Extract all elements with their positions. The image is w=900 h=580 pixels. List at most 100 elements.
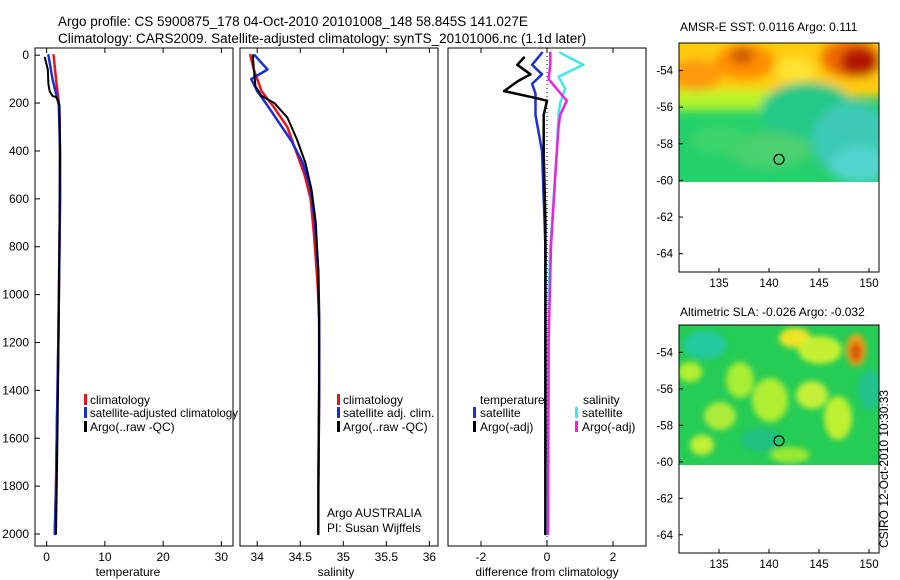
legend-swatch-magenta: [575, 421, 578, 432]
series-line-salinity-argo-adj-: [546, 51, 569, 536]
x-tick-label: 34.5: [289, 550, 313, 564]
x-tick-label: 140: [759, 278, 778, 290]
y-tick-label: -60: [656, 175, 673, 187]
x-tick-label: 20: [156, 550, 170, 564]
credit-timestamp: CSIRO 12-Oct-2010 10:30:33: [877, 390, 891, 548]
sst-field-patches: [679, 43, 879, 182]
x-tick-label: -2: [476, 550, 487, 564]
legend-label: satellite adj. clim.: [343, 406, 434, 420]
temperature-plot: 0 10 20 30 0 200 400 600 800 1000 1200 1400 1600 1800…: [2, 48, 228, 564]
series-line-salinity-satellite: [546, 51, 585, 536]
y-tick-label: -64: [656, 249, 673, 261]
x-tick-label: 135: [709, 559, 728, 571]
y-tick-label: -62: [656, 212, 673, 224]
sst-map-title: AMSR-E SST: 0.0116 Argo: 0.111: [680, 20, 858, 34]
map-frame: [678, 42, 880, 273]
y-tick-label: 1400: [2, 383, 29, 397]
x-tick-label: 35.5: [375, 550, 399, 564]
x-tick-label: 140: [759, 559, 778, 571]
legend-swatch-black: [473, 421, 476, 432]
legend-label: Argo(-adj): [480, 420, 533, 434]
temperature-xlabel: temperature: [96, 565, 161, 579]
y-tick-label: 1800: [2, 479, 29, 493]
x-tick-label: 145: [809, 278, 828, 290]
y-tick-label: 800: [9, 240, 29, 254]
x-tick-label: 35: [337, 550, 351, 564]
y-tick-label: -54: [656, 347, 673, 359]
y-tick-label: -60: [656, 457, 673, 469]
x-tick-label: 150: [859, 278, 878, 290]
legend-swatch-blue: [84, 407, 87, 418]
map-frame: [678, 324, 880, 554]
y-tick-label: -62: [656, 493, 673, 505]
y-tick-label: 1600: [2, 431, 29, 445]
legend-swatch-black: [337, 421, 340, 432]
difference-legend: temperature salinity satellite Argo(-adj…: [473, 393, 635, 434]
header-line-2: Climatology: CARS2009. Satellite-adjuste…: [58, 31, 586, 46]
legend-header-temperature: temperature: [480, 393, 545, 407]
legend-swatch-red: [84, 394, 87, 405]
temperature-legend: climatology satellite-adjusted climatolo…: [84, 393, 238, 434]
sla-map-field: [679, 325, 879, 465]
x-tick-label: 2: [610, 550, 617, 564]
difference-xlabel: difference from climatology: [475, 565, 618, 579]
x-tick-label: 30: [215, 550, 229, 564]
x-tick-label: 10: [98, 550, 112, 564]
y-tick-label: 600: [9, 192, 29, 206]
y-tick-label: 1000: [2, 288, 29, 302]
x-tick-label: 135: [709, 278, 728, 290]
salinity-legend: climatology satellite adj. clim. Argo(..…: [327, 393, 434, 535]
y-tick-label: 200: [9, 96, 29, 110]
y-tick-label: -56: [656, 102, 673, 114]
y-tick-label: -54: [656, 65, 673, 77]
legend-swatch-red: [337, 394, 340, 405]
legend-label: satellite: [480, 406, 521, 420]
x-tick-label: 145: [809, 559, 828, 571]
x-tick-label: 150: [859, 559, 878, 571]
sla-field-patches: [679, 328, 879, 463]
salinity-xlabel: salinity: [318, 565, 355, 579]
legend-swatch-blue: [337, 407, 340, 418]
x-tick-label: 0: [544, 550, 551, 564]
annotation-line-2: PI: Susan Wijffels: [327, 521, 421, 535]
sla-map-title: Altimetric SLA: -0.026 Argo: -0.032: [680, 305, 865, 319]
legend-swatch-cyan: [575, 407, 578, 418]
legend-label: Argo(-adj): [582, 420, 635, 434]
x-tick-label: 0: [43, 550, 50, 564]
legend-label: Argo(..raw -QC): [90, 420, 175, 434]
series-line-argo-raw-qc-: [43, 56, 61, 535]
y-tick-label: 0: [22, 48, 29, 62]
series-line-climatology: [249, 53, 321, 536]
annotation-line-1: Argo AUSTRALIA: [327, 506, 422, 520]
sst-map-field: [679, 43, 879, 182]
legend-label: climatology: [90, 393, 150, 407]
salinity-plot-frame: [239, 47, 439, 547]
legend-label: satellite-adjusted climatology: [90, 406, 238, 420]
x-tick-label: 34: [251, 550, 265, 564]
legend-header-salinity: salinity: [583, 393, 620, 407]
legend-swatch-blue: [473, 407, 476, 418]
temperature-plot-frame: [34, 47, 234, 547]
legend-swatch-black: [84, 421, 87, 432]
y-tick-label: -58: [656, 420, 673, 432]
y-tick-label: 1200: [2, 335, 29, 349]
difference-plot: -2 0 2: [476, 48, 617, 564]
legend-label: satellite: [582, 406, 623, 420]
legend-label: Argo(..raw -QC): [343, 420, 428, 434]
x-tick-label: 36: [423, 550, 437, 564]
sla-map-axes: 135 140 145 150 -54 -56 -58 -60 -62 -64: [656, 324, 880, 571]
float-location-marker: [773, 153, 785, 165]
series-line-temperature-argo-adj-: [502, 56, 549, 536]
series-line-satellite-adj-clim-: [249, 53, 321, 536]
y-tick-label: -58: [656, 139, 673, 151]
y-tick-label: 2000: [2, 527, 29, 541]
y-tick-label: 400: [9, 144, 29, 158]
header-line-1: Argo profile: CS 5900875_178 04-Oct-2010…: [58, 14, 528, 29]
sst-map-axes: 135 140 145 150 -54 -56 -58 -60 -62 -64: [656, 42, 880, 290]
y-tick-label: -56: [656, 384, 673, 396]
legend-label: climatology: [343, 393, 403, 407]
y-tick-label: -64: [656, 530, 673, 542]
salinity-plot: 34 34.5 35 35.5 36: [249, 48, 437, 564]
float-location-marker: [773, 435, 785, 447]
